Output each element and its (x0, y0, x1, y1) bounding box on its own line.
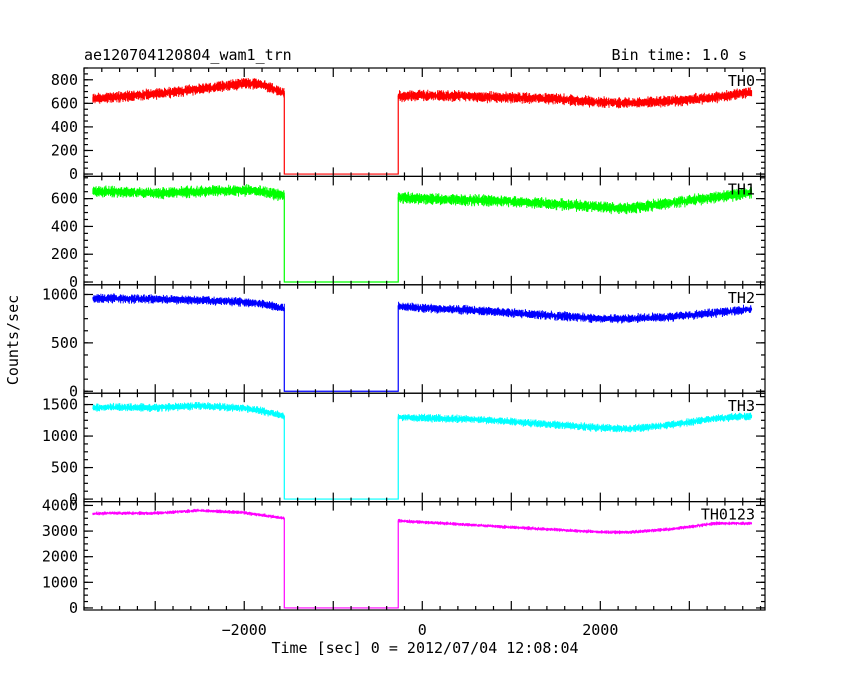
chart-title: ae120704120804_wam1_trn (84, 46, 292, 64)
series-th0-gap (283, 92, 399, 175)
panel-frame (83, 392, 766, 503)
y-tick-label: 1000 (42, 285, 78, 303)
y-tick-label: 1000 (42, 573, 78, 591)
y-tick-label: 400 (51, 118, 78, 136)
series-th3-gap (283, 415, 399, 500)
y-tick-label: 4000 (42, 496, 78, 514)
x-tick-label: 2000 (582, 621, 618, 639)
series-th3-noise (92, 402, 753, 433)
panel-th1: 0 200 400 600 TH1 (51, 175, 766, 291)
panels-group: 0 200 400 600 800 TH0 0 200 400 600 TH1 0 500 1000 TH2… (42, 67, 766, 639)
panel-th2: 0 500 1000 TH2 (42, 284, 766, 400)
panel-label-th1: TH1 (728, 180, 755, 198)
bin-time-label: Bin time: 1.0 s (612, 46, 747, 64)
panel-frame (83, 501, 766, 611)
y-axis-label: Counts/sec (4, 295, 22, 385)
y-tick-label: 500 (51, 459, 78, 477)
panel-label-th2: TH2 (728, 289, 755, 307)
series-th1-noise (92, 184, 753, 215)
series-th2-gap (283, 306, 399, 392)
y-tick-label: 600 (51, 94, 78, 112)
y-tick-label: 3000 (42, 522, 78, 540)
y-tick-label: 600 (51, 190, 78, 208)
y-tick-label: 2000 (42, 548, 78, 566)
panel-label-th0: TH0 (728, 72, 755, 90)
y-tick-label: 0 (69, 490, 78, 508)
x-tick-label: 0 (418, 621, 427, 639)
panel-th3: 0 500 1000 1500 TH3 (42, 392, 766, 508)
y-tick-label: 500 (51, 334, 78, 352)
series-th0123-gap (283, 518, 399, 609)
y-tick-label: 0 (69, 382, 78, 400)
y-tick-label: 1500 (42, 396, 78, 414)
x-axis-label: Time [sec] 0 = 2012/07/04 12:08:04 (271, 639, 578, 657)
series-th0-noise (92, 78, 753, 109)
y-tick-label: 0 (69, 165, 78, 183)
y-tick-label: 200 (51, 245, 78, 263)
panel-frame (83, 67, 766, 178)
y-tick-label: 1000 (42, 427, 78, 445)
panel-label-th3: TH3 (728, 397, 755, 415)
series-th2-noise (92, 293, 753, 324)
y-tick-label: 800 (51, 71, 78, 89)
y-tick-label: 400 (51, 217, 78, 235)
panel-th0: 0 200 400 600 800 TH0 (51, 67, 766, 183)
y-tick-label: 0 (69, 273, 78, 291)
series-th0123-noise (92, 508, 753, 535)
y-tick-label: 0 (69, 599, 78, 617)
series-th1-gap (283, 195, 399, 283)
x-tick-label: −2000 (222, 621, 267, 639)
y-tick-label: 200 (51, 141, 78, 159)
panel-th0123: 0 1000 2000 3000 4000 TH0123 (42, 496, 766, 617)
panel-label-th0123: TH0123 (701, 506, 755, 524)
